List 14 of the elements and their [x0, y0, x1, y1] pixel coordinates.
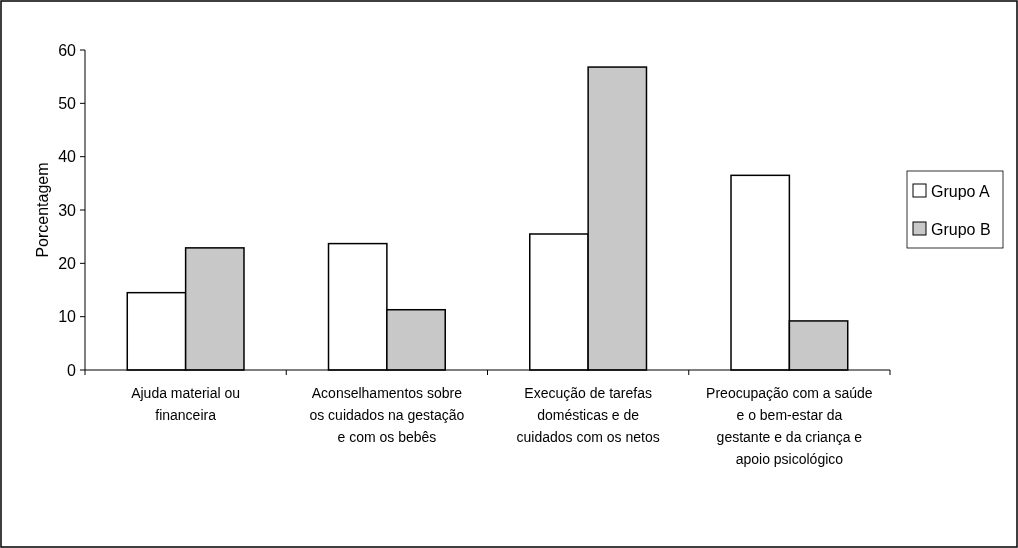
y-tick-label: 20 [58, 254, 77, 272]
y-tick-label: 40 [58, 148, 77, 166]
x-tick-label: Execução de tarefas domésticas e de cuidados com os netos [516, 385, 660, 445]
y-tick-label: 0 [67, 361, 77, 379]
x-tick-label: Preocupação com a saúde e o bem-estar da gestante e da criança e apoio psicológico [706, 385, 873, 467]
x-tick-label: Aconselhamentos sobre os cuidados na gestação e com os bebês [309, 385, 465, 445]
y-tick-label: 50 [58, 94, 77, 112]
y-tick-label: 60 [58, 41, 77, 59]
y-tick-label: 10 [58, 308, 77, 326]
legend-label: Grupo A [931, 182, 991, 200]
x-tick-label: Ajuda material ou financeira [131, 385, 241, 423]
y-tick-label: 30 [58, 201, 77, 219]
legend-label: Grupo B [931, 220, 991, 238]
y-axis-title: Porcentagem [34, 162, 51, 258]
